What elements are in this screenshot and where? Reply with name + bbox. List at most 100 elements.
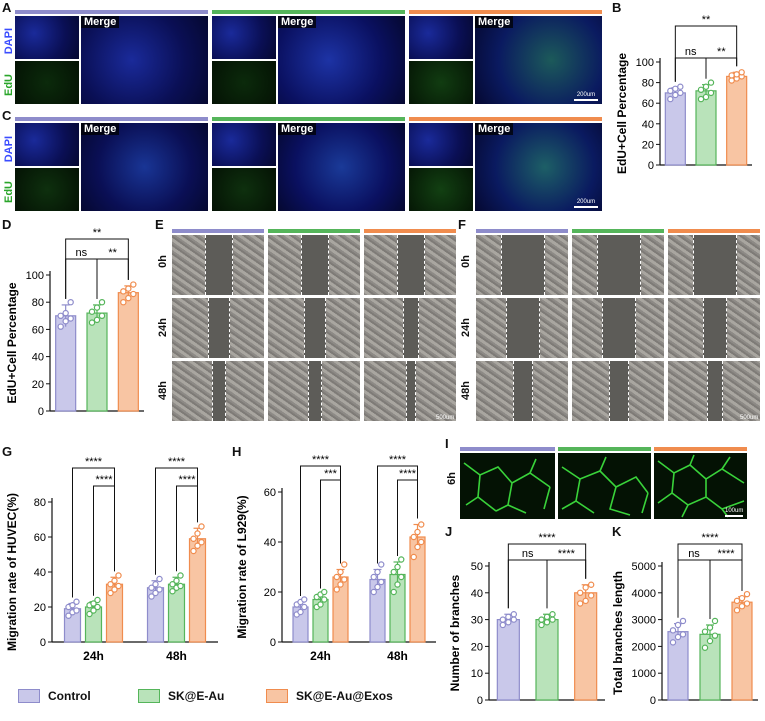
merge-label: Merge [475, 16, 514, 28]
scratch-gap [308, 361, 322, 421]
significance-bracket [93, 485, 115, 596]
data-point [702, 93, 710, 101]
tube-image-exos [654, 453, 747, 519]
data-point [669, 627, 677, 634]
scratch-gap [501, 235, 545, 295]
data-point [57, 323, 64, 330]
y-tick-label: 0 [40, 637, 46, 649]
data-point [120, 288, 127, 295]
data-point [499, 616, 507, 623]
scratch-image [268, 361, 360, 421]
significance-bracket [65, 238, 129, 299]
data-point [414, 543, 421, 551]
data-point [576, 589, 584, 597]
data-point [341, 576, 348, 583]
group-strip-exos [654, 447, 747, 451]
data-point [677, 89, 684, 97]
group-strip-skeau [212, 10, 405, 14]
y-axis-label: Total branches length [612, 571, 625, 695]
bar [496, 618, 520, 701]
y-axis-label: Number of branches [448, 574, 462, 691]
y-tick-label: 5000 [632, 561, 656, 573]
time-label-f-24h: 24h [460, 318, 472, 337]
significance-bracket [674, 25, 738, 82]
data-point [390, 588, 397, 596]
legend-label-skeau: SK@E-Au [168, 689, 225, 703]
y-tick-label: 60 [32, 324, 44, 336]
data-point [510, 616, 518, 623]
significance-label: **** [701, 532, 719, 544]
group-strip-exos [364, 229, 456, 233]
scratch-image [476, 361, 568, 421]
y-tick-label: 80 [34, 497, 46, 509]
data-point [370, 573, 377, 581]
data-point [67, 298, 74, 306]
group-strip-control [15, 10, 208, 14]
significance-label: **** [312, 454, 330, 466]
data-point [707, 79, 715, 86]
scratch-image [668, 235, 760, 295]
scale-bar: 500um [740, 415, 758, 424]
scratch-gap [512, 361, 534, 421]
data-point [333, 573, 340, 581]
scratch-gap [405, 361, 417, 421]
y-tick-label: 0 [38, 406, 44, 418]
group-strip-exos [668, 229, 760, 233]
tube-image-control [460, 453, 555, 519]
data-point [510, 611, 518, 618]
significance-bracket [72, 467, 115, 598]
chart-b: EdU+Cell Percentage 0 20 40 60 80 100 ns ** ** [615, 14, 752, 174]
data-point [728, 72, 735, 79]
scratch-image [572, 361, 664, 421]
y-tick-label: 100 [26, 270, 44, 282]
data-point [120, 298, 127, 306]
data-point [190, 547, 197, 555]
significance-label: ** [108, 247, 117, 259]
data-point [111, 586, 118, 593]
y-tick-label: 3000 [632, 615, 656, 627]
data-point [679, 617, 687, 625]
scratch-image [476, 298, 568, 358]
data-point [177, 572, 184, 579]
merge-image: Merge [278, 16, 405, 104]
data-point [701, 628, 709, 635]
significance-bracket [507, 543, 587, 609]
dapi-image [212, 123, 276, 166]
y-tick-label: 60 [34, 532, 46, 544]
data-point [65, 612, 72, 619]
scale-bar: 200um [574, 199, 598, 208]
legend-control: Control [18, 689, 91, 703]
data-point [707, 89, 715, 97]
y-tick-label: 80 [32, 297, 44, 309]
data-point [549, 616, 556, 623]
significance-label: **** [538, 532, 556, 544]
data-point [69, 602, 76, 609]
y-tick-label: 60 [642, 98, 654, 110]
edu-image [212, 168, 276, 211]
y-tick-label: 20 [34, 602, 46, 614]
chart-d: EdU+Cell Percentage 0 20 40 60 80 100 ns ** ** [5, 227, 144, 418]
data-point [378, 561, 385, 568]
data-point [549, 611, 556, 618]
scratch-image [364, 298, 456, 358]
data-point [394, 581, 401, 588]
merge-label: Merge [278, 123, 317, 135]
significance-bracket [674, 57, 707, 82]
data-point [115, 582, 122, 590]
data-point [667, 95, 674, 103]
data-point [98, 298, 106, 306]
data-point [538, 616, 545, 623]
scratch-gap [506, 298, 540, 358]
y-tick-label: 30 [471, 615, 483, 627]
bar [731, 601, 753, 701]
tube-image-skeau [558, 453, 651, 519]
bar [664, 92, 686, 166]
data-point [733, 607, 741, 614]
data-point [297, 608, 304, 616]
x-tick-label: 48h [387, 649, 408, 663]
y-tick-label: 1000 [632, 668, 656, 680]
data-point [301, 596, 308, 603]
time-label-i-6h: 6h [446, 472, 458, 485]
data-point [706, 624, 714, 631]
scale-bar: 200um [574, 92, 598, 101]
